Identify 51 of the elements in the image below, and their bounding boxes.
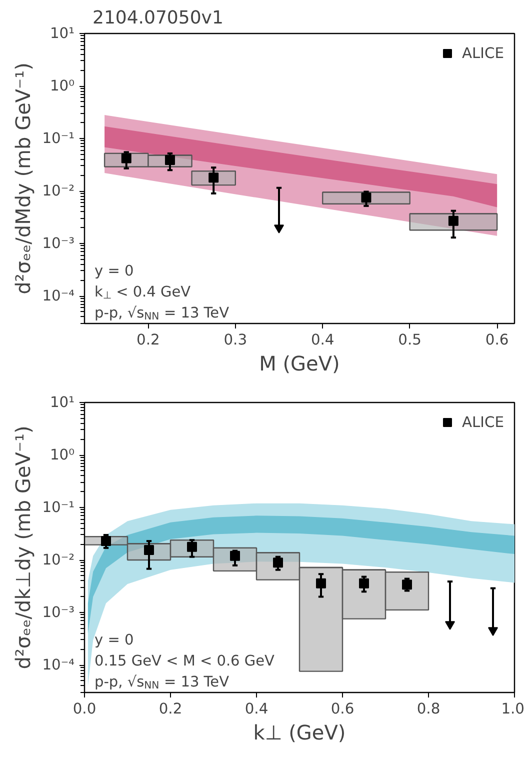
x-axis-title: M (GeV) <box>259 352 340 376</box>
x-tick-label: 0.4 <box>310 332 334 348</box>
point <box>101 536 111 546</box>
bar <box>298 566 344 672</box>
y-tick-label: 10¹ <box>50 25 75 42</box>
y-tick-label: 10⁰ <box>50 446 75 464</box>
x-tick-label: 1.0 <box>501 700 525 718</box>
annotation: y = 0 <box>94 264 134 280</box>
point <box>448 216 458 226</box>
annotation: k⊥ < 0.4 GeV <box>94 284 191 302</box>
point <box>230 550 240 561</box>
point <box>316 578 326 588</box>
y-tick-label: 10⁻² <box>42 182 75 200</box>
x-tick-label: 0.6 <box>330 700 354 718</box>
point <box>488 627 498 636</box>
legend-label: ALICE <box>462 414 504 430</box>
x-tick-label: 0.2 <box>158 700 182 718</box>
point <box>144 545 154 556</box>
y-tick-label: 10⁻¹ <box>42 130 75 148</box>
y-tick-label: 10⁻⁴ <box>42 288 75 305</box>
x-axis-title: k⊥ (GeV) <box>253 720 346 744</box>
x-tick-label: 0.2 <box>136 332 160 348</box>
y-axis-title: d²σₑₑ/dk⊥dy (mb GeV⁻¹) <box>11 426 36 670</box>
point <box>274 224 284 234</box>
x-tick-label: 0.4 <box>244 700 268 718</box>
annotation: 0.15 GeV < M < 0.6 GeV <box>94 654 275 670</box>
point <box>361 192 372 203</box>
y-tick-label: 10¹ <box>50 394 75 411</box>
x-tick-label: 0.5 <box>398 332 422 348</box>
chart-title: 2104.07050v1 <box>92 8 224 28</box>
point <box>273 558 283 568</box>
x-tick-label: 0.3 <box>224 332 248 348</box>
y-tick-label: 10⁻³ <box>42 604 75 622</box>
y-tick-label: 10⁻⁴ <box>42 656 75 674</box>
y-tick-label: 10⁻¹ <box>42 499 75 516</box>
point <box>187 542 197 552</box>
x-tick-label: 0.6 <box>485 332 509 348</box>
x-tick-label: 0.0 <box>72 700 96 718</box>
point <box>359 578 369 588</box>
point <box>208 172 219 183</box>
point <box>445 621 455 630</box>
x-tick-label: 0.8 <box>416 700 440 718</box>
y-tick-label: 10⁻² <box>42 552 75 569</box>
point <box>402 580 412 590</box>
legend-label: ALICE <box>462 44 504 62</box>
y-tick-label: 10⁰ <box>50 78 75 95</box>
annotation: y = 0 <box>94 632 134 648</box>
y-axis-title: d²σₑₑ/dMdy (mb GeV⁻¹) <box>11 62 36 294</box>
y-tick-label: 10⁻³ <box>42 235 75 252</box>
point <box>164 154 175 165</box>
point <box>121 153 132 164</box>
